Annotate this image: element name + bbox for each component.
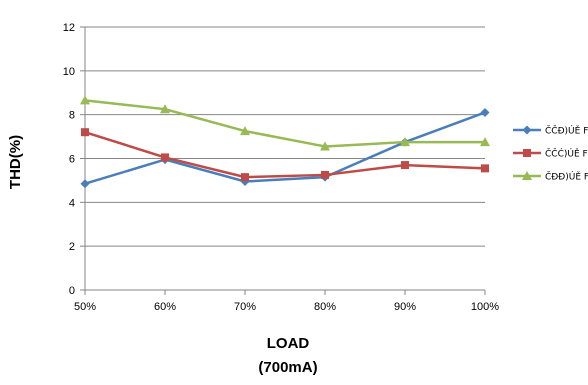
x-tick-label: 100% [471, 301, 499, 313]
legend-swatch-marker [523, 149, 531, 157]
legend-label: ČĐĐ)ÚĚ F [545, 171, 588, 183]
data-point [320, 141, 330, 151]
y-tick-labels: 0 2 4 6 8 10 12 [63, 22, 75, 297]
legend-label: ČČĆ)ÚĚ F [545, 148, 588, 160]
data-point [240, 126, 250, 136]
series-line [84, 111, 486, 185]
x-tick-label: 80% [314, 301, 336, 313]
legend-entry: ČĐĐ)ÚĚ F [513, 171, 588, 183]
data-point [480, 107, 490, 117]
data-point [480, 137, 490, 147]
y-axis-title: THD(%) [7, 135, 24, 189]
data-point [401, 161, 409, 170]
x-tick-label: 50% [74, 301, 96, 313]
legend-swatch-marker [522, 125, 532, 135]
x-tick-label: 60% [154, 301, 176, 313]
series-2 [81, 128, 489, 182]
data-point [80, 179, 90, 189]
series-3 [80, 95, 490, 151]
y-tick-label: 12 [63, 22, 75, 34]
legend-entry: ČČĐ)ÚĚ F [513, 125, 588, 137]
data-point [481, 164, 489, 173]
x-axis-title-line1: LOAD [267, 335, 310, 352]
series-line [84, 131, 486, 179]
x-tick-label: 90% [394, 301, 416, 313]
data-point [400, 137, 410, 147]
series-line [84, 99, 485, 148]
data-point [241, 173, 249, 182]
x-tick-labels: 50% 60% 70% 80% 90% 100% [74, 301, 499, 313]
data-point [81, 128, 89, 137]
data-point [321, 170, 329, 179]
gridlines [85, 26, 485, 247]
legend-entry: ČČĆ)ÚĚ F [513, 148, 588, 160]
x-axis-title-line2: (700mA) [258, 359, 317, 376]
data-point [80, 95, 90, 105]
legend: ČČĐ)ÚĚ F ČČĆ)ÚĚ F ČĐĐ)ÚĚ F [513, 125, 588, 183]
axes [80, 26, 486, 295]
data-series [80, 95, 490, 189]
y-tick-label: 6 [69, 154, 75, 166]
y-tick-label: 8 [69, 110, 75, 122]
y-tick-label: 0 [69, 285, 75, 297]
data-point [160, 104, 170, 114]
y-tick-label: 4 [69, 197, 75, 209]
legend-swatch-marker [522, 171, 532, 180]
data-point [161, 153, 169, 162]
x-tick-label: 70% [234, 301, 256, 313]
legend-label: ČČĐ)ÚĚ F [545, 125, 588, 137]
y-tick-label: 10 [63, 66, 75, 78]
y-tick-label: 2 [69, 241, 75, 253]
